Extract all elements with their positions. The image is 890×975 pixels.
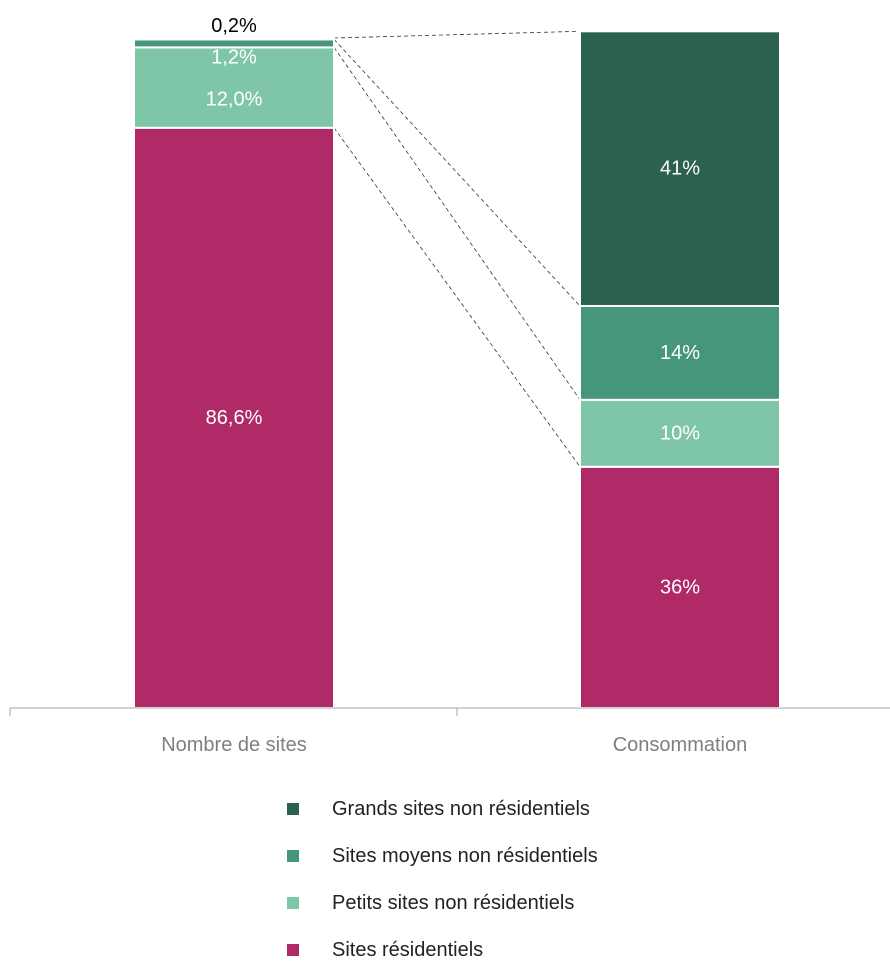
- data-label-1-2: 14%: [660, 342, 700, 364]
- bar-segment-1-1: [579, 398, 781, 468]
- legend-item: Sites moyens non résidentiels: [287, 831, 598, 881]
- bar-segment-1-3: [579, 30, 781, 308]
- legend-swatch: [287, 897, 299, 909]
- legend-label: Petits sites non résidentiels: [332, 891, 575, 914]
- bar-segment-1-0: [579, 465, 781, 709]
- stacked-bar-chart: 86,6% 12,0% 1,2% 0,2% 36% 10% 14% 41% Nombre de…: [9, 15, 890, 756]
- connector-line-2: [333, 47, 581, 401]
- bar-segment-0-0: [133, 126, 335, 709]
- data-label-1-0: 36%: [660, 576, 700, 598]
- connector-line-3: [333, 39, 581, 307]
- legend-label: Grands sites non résidentiels: [332, 797, 590, 820]
- bar-segment-0-1: [133, 46, 335, 129]
- legend-item: Grands sites non résidentiels: [287, 784, 598, 834]
- connector-lines: [333, 30, 581, 468]
- data-label-0-0: 86,6%: [206, 407, 263, 429]
- legend-label: Sites résidentiels: [332, 938, 484, 961]
- connector-line-1: [333, 127, 581, 468]
- data-label-0-2: 1,2%: [211, 46, 257, 68]
- data-label-0-1: 12,0%: [206, 89, 263, 111]
- legend: Grands sites non résidentiels Sites moyen…: [287, 787, 598, 975]
- x-axis: Nombre de sites Consommation: [9, 707, 890, 756]
- data-labels: 86,6% 12,0% 1,2% 0,2% 36% 10% 14% 41%: [206, 15, 701, 598]
- category-label-0: Nombre de sites: [161, 734, 307, 756]
- legend-swatch: [287, 850, 299, 862]
- legend-label: Sites moyens non résidentiels: [332, 844, 598, 867]
- legend-swatch: [287, 803, 299, 815]
- legend-swatch: [287, 944, 299, 956]
- bars: [133, 30, 781, 709]
- data-label-1-3: 41%: [660, 158, 700, 180]
- category-label-1: Consommation: [613, 734, 748, 756]
- legend-item: Sites résidentiels: [287, 925, 598, 975]
- data-label-0-3: 0,2%: [211, 15, 257, 37]
- connector-line-4: [333, 30, 581, 39]
- bar-segment-0-3: [133, 37, 335, 41]
- legend-item: Petits sites non résidentiels: [287, 878, 598, 928]
- data-label-1-1: 10%: [660, 422, 700, 444]
